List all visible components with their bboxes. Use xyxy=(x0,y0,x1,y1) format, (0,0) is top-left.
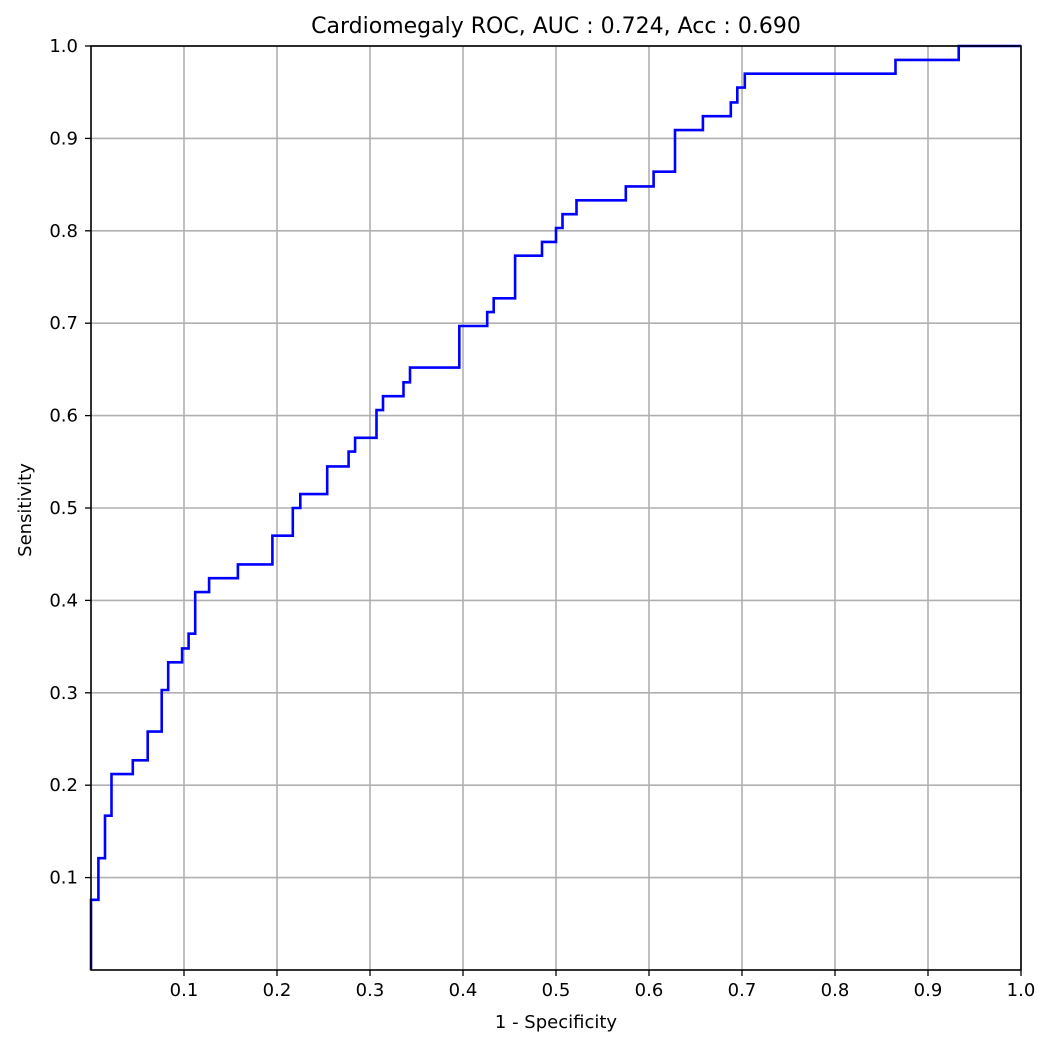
y-tick-label: 0.1 xyxy=(49,868,78,889)
roc-series xyxy=(89,44,1021,970)
x-tick-label: 0.2 xyxy=(263,980,292,1001)
x-tick-label: 1.0 xyxy=(1007,980,1036,1001)
x-tick-label: 0.8 xyxy=(821,980,850,1001)
ticks: 0.1 0.2 0.3 0.4 0.5 0.6 0.7 0.8 0.9 1.0 0.1 0.2 0.3 0… xyxy=(49,36,1035,1001)
x-tick-label: 0.4 xyxy=(449,980,478,1001)
y-tick-label: 0.9 xyxy=(49,128,78,149)
y-tick-label: 1.0 xyxy=(49,36,78,57)
x-tick-label: 0.1 xyxy=(170,980,199,1001)
y-tick-label: 0.6 xyxy=(49,406,78,427)
x-axis-label: 1 - Specificity xyxy=(495,1012,618,1033)
y-tick-label: 0.7 xyxy=(49,313,78,334)
y-tick-label: 0.3 xyxy=(49,683,78,704)
y-tick-label: 0.2 xyxy=(49,775,78,796)
x-tick-label: 0.5 xyxy=(542,980,571,1001)
y-tick-label: 0.8 xyxy=(49,221,78,242)
x-tick-label: 0.7 xyxy=(728,980,757,1001)
roc-curve xyxy=(89,44,1021,970)
x-tick-label: 0.9 xyxy=(914,980,943,1001)
y-axis-label: Sensitivity xyxy=(15,463,36,557)
y-tick-label: 0.4 xyxy=(49,590,78,611)
grid xyxy=(91,45,1022,970)
y-tick-label: 0.5 xyxy=(49,498,78,519)
x-tick-label: 0.3 xyxy=(356,980,385,1001)
chart-title: Cardiomegaly ROC, AUC : 0.724, Acc : 0.6… xyxy=(311,14,801,39)
x-tick-label: 0.6 xyxy=(635,980,664,1001)
